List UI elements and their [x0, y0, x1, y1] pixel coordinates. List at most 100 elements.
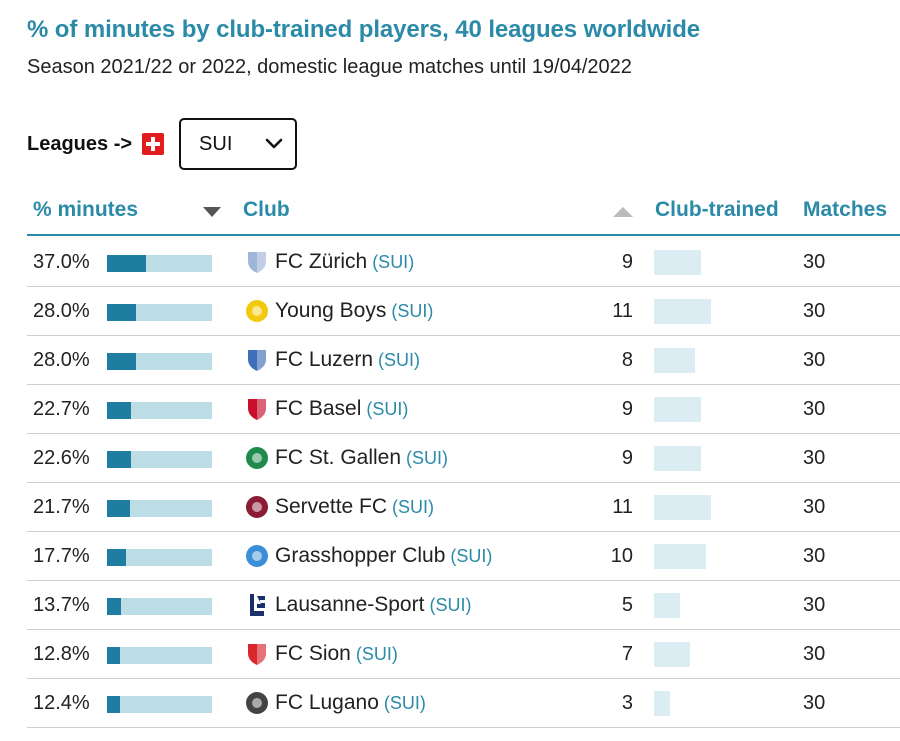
table-row[interactable]: 13.7% Lausanne-Sport (SUI) 5 30 [27, 581, 900, 630]
swiss-flag-icon [142, 133, 165, 155]
club-trained-bar [654, 544, 706, 569]
league-select[interactable]: SUI [179, 118, 298, 170]
club-name[interactable]: FC Zürich [275, 250, 368, 273]
club-name[interactable]: FC Sion [275, 642, 351, 665]
table-row[interactable]: 17.7% Grasshopper Club (SUI) 10 30 [27, 532, 900, 581]
matches-value: 30 [803, 300, 826, 322]
sort-descending-icon[interactable] [202, 206, 222, 218]
fc-luzern-crest-icon [248, 350, 266, 371]
column-header-club-trained[interactable]: Club-trained [655, 198, 779, 221]
matches-value: 30 [803, 496, 826, 518]
pct-minutes-value: 28.0% [33, 349, 90, 371]
pct-minutes-value: 21.7% [33, 496, 90, 518]
table-row[interactable]: 37.0% FC Zürich (SUI) 9 30 [27, 238, 900, 287]
club-country: (SUI) [392, 496, 435, 517]
pct-minutes-bar-track [107, 402, 212, 419]
pct-minutes-bar-track [107, 549, 212, 566]
club-cell: FC Zürich (SUI) [244, 248, 414, 276]
table-row[interactable]: 21.7% Servette FC (SUI) 11 30 [27, 483, 900, 532]
pct-minutes-bar-track [107, 598, 212, 615]
league-select-value: SUI [199, 132, 233, 155]
club-name[interactable]: Young Boys [275, 299, 387, 322]
league-selector: Leagues -> SUI [27, 118, 298, 170]
club-cell: FC St. Gallen (SUI) [244, 444, 448, 472]
table-body: 37.0% FC Zürich (SUI) 9 30 28.0% Young Boys (SU… [27, 238, 900, 728]
club-trained-count: 10 [610, 545, 633, 567]
club-trained-bar [654, 642, 690, 667]
club-cell: Grasshopper Club (SUI) [244, 542, 492, 570]
club-trained-bar [654, 593, 680, 618]
pct-minutes-bar-track [107, 255, 212, 272]
pct-minutes-bar [107, 304, 136, 321]
pct-minutes-value: 13.7% [33, 594, 90, 616]
pct-minutes-value: 17.7% [33, 545, 90, 567]
club-country: (SUI) [406, 447, 449, 468]
club-trained-count: 9 [621, 251, 633, 273]
fc-basel-crest-icon [248, 399, 266, 420]
club-cell: FC Sion (SUI) [244, 640, 398, 668]
club-name[interactable]: FC Lugano [275, 691, 379, 714]
club-trained-count: 9 [621, 398, 633, 420]
pct-minutes-bar-track [107, 647, 212, 664]
lausanne-sport-crest-icon [250, 594, 265, 616]
pct-minutes-bar [107, 451, 131, 468]
club-trained-count: 9 [621, 447, 633, 469]
table-row[interactable]: 28.0% Young Boys (SUI) 11 30 [27, 287, 900, 336]
pct-minutes-bar [107, 598, 121, 615]
fc-zurich-crest-icon [248, 252, 266, 273]
table-row[interactable]: 12.8% FC Sion (SUI) 7 30 [27, 630, 900, 679]
pct-minutes-bar-track [107, 304, 212, 321]
club-name[interactable]: Servette FC [275, 495, 388, 518]
pct-minutes-bar [107, 353, 136, 370]
club-trained-bar [654, 250, 701, 275]
chevron-down-icon [265, 138, 283, 149]
pct-minutes-value: 37.0% [33, 251, 90, 273]
club-country: (SUI) [383, 692, 426, 713]
club-trained-count: 7 [621, 643, 633, 665]
club-name[interactable]: Lausanne-Sport [275, 593, 425, 616]
young-boys-crest-icon [246, 300, 268, 322]
club-trained-bar [654, 446, 701, 471]
matches-value: 30 [803, 545, 826, 567]
pct-minutes-bar [107, 549, 126, 566]
club-trained-count: 5 [621, 594, 633, 616]
club-name[interactable]: FC St. Gallen [275, 446, 402, 469]
table-header: % minutes Club Club-trained Matches [27, 194, 900, 236]
pct-minutes-bar [107, 696, 120, 713]
table-row[interactable]: 12.4% FC Lugano (SUI) 3 30 [27, 679, 900, 728]
table-row[interactable]: 28.0% FC Luzern (SUI) 8 30 [27, 336, 900, 385]
table-row[interactable]: 22.7% FC Basel (SUI) 9 30 [27, 385, 900, 434]
table-row[interactable]: 22.6% FC St. Gallen (SUI) 9 30 [27, 434, 900, 483]
club-country: (SUI) [372, 251, 415, 272]
club-country: (SUI) [429, 594, 472, 615]
club-trained-bar [654, 299, 711, 324]
matches-value: 30 [803, 349, 826, 371]
matches-value: 30 [803, 643, 826, 665]
pct-minutes-bar [107, 500, 130, 517]
pct-minutes-bar-track [107, 696, 212, 713]
club-name[interactable]: FC Basel [275, 397, 362, 420]
pct-minutes-value: 12.8% [33, 643, 90, 665]
pct-minutes-value: 12.4% [33, 692, 90, 714]
club-trained-count: 11 [612, 300, 633, 322]
club-country: (SUI) [355, 643, 398, 664]
column-header-club[interactable]: Club [243, 198, 290, 221]
league-label: Leagues -> [27, 132, 133, 155]
club-trained-count: 3 [621, 692, 633, 714]
club-cell: FC Lugano (SUI) [244, 689, 426, 717]
club-trained-bar [654, 691, 670, 716]
fc-st-gallen-crest-icon [246, 447, 268, 469]
pct-minutes-bar [107, 402, 131, 419]
club-name[interactable]: Grasshopper Club [275, 544, 446, 567]
fc-lugano-crest-icon [246, 692, 268, 714]
column-header-matches[interactable]: Matches [803, 198, 888, 221]
club-cell: Servette FC (SUI) [244, 493, 434, 521]
page-subtitle: Season 2021/22 or 2022, domestic league … [27, 56, 632, 78]
club-cell: Lausanne-Sport (SUI) [244, 591, 471, 619]
grasshopper-club-crest-icon [246, 545, 268, 567]
sort-ascending-icon[interactable] [612, 206, 634, 218]
column-header-pct-minutes[interactable]: % minutes [33, 198, 139, 221]
club-country: (SUI) [366, 398, 409, 419]
club-name[interactable]: FC Luzern [275, 348, 374, 371]
pct-minutes-value: 28.0% [33, 300, 90, 322]
